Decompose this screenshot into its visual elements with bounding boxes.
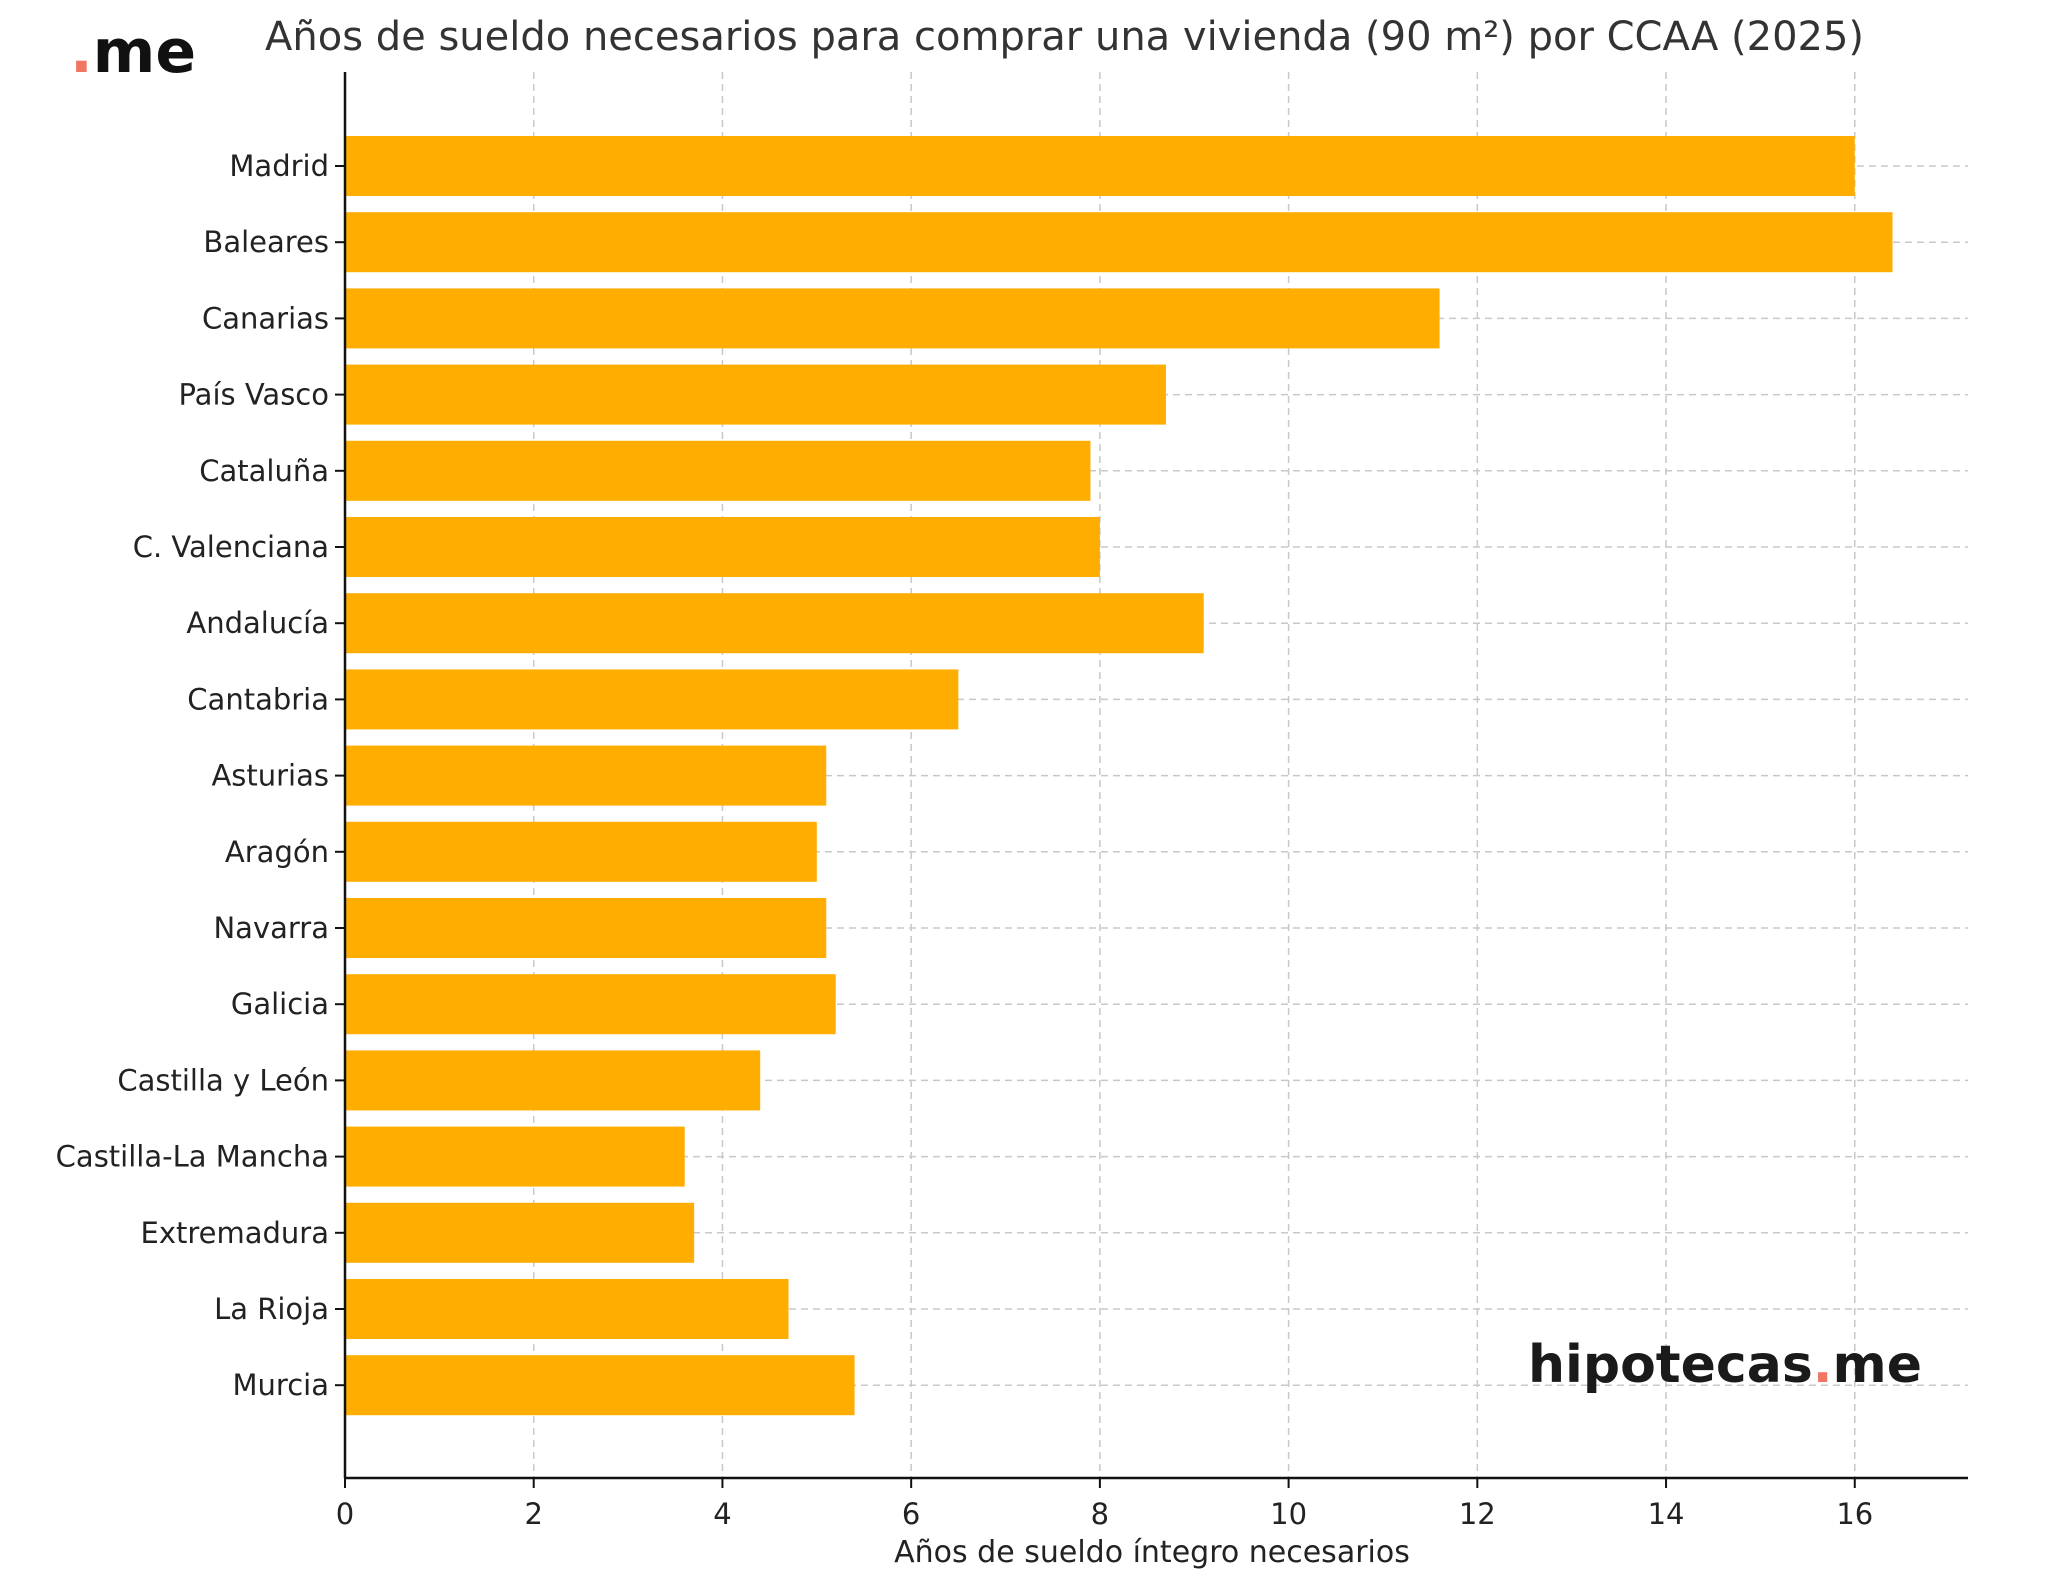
tick-labels: 0 2 4 6 8 10 12 14 16 Madrid Baleares Canarias País … (56, 149, 1874, 1531)
y-tick-label: Baleares (203, 225, 329, 259)
axes (335, 72, 1968, 1488)
watermark-tld: me (1833, 1335, 1922, 1395)
bar-c-valenciana (345, 517, 1100, 577)
brand-logo: .me (70, 22, 196, 82)
x-tick-label: 2 (524, 1497, 542, 1531)
y-tick-label: Andalucía (186, 606, 329, 640)
y-tick-label: Extremadura (141, 1216, 330, 1250)
bar-navarra (345, 898, 827, 958)
y-tick-label: Murcia (233, 1368, 329, 1402)
chart-title: Años de sueldo necesarios para comprar u… (265, 14, 1865, 60)
x-tick-label: 12 (1459, 1497, 1496, 1531)
bar-baleares (345, 212, 1893, 273)
y-tick-label: Asturias (211, 759, 329, 793)
x-axis-label: Años de sueldo íntegro necesarios (894, 1535, 1410, 1570)
x-tick-label: 4 (713, 1497, 731, 1531)
logo-text: me (92, 17, 197, 87)
y-tick-label: Madrid (229, 149, 329, 183)
watermark-dot: . (1813, 1335, 1833, 1395)
x-tick-label: 6 (902, 1497, 920, 1531)
y-tick-label: Castilla y León (117, 1063, 329, 1097)
y-tick-label: Galicia (231, 987, 329, 1021)
y-tick-label: Navarra (213, 911, 329, 945)
bar-extremadura (345, 1202, 695, 1263)
bars (345, 136, 1893, 1416)
bar-pa-s-vasco (345, 364, 1166, 425)
y-tick-label: País Vasco (179, 378, 330, 412)
x-tick-label: 0 (336, 1497, 354, 1531)
y-tick-label: Aragón (225, 835, 329, 869)
x-tick-label: 14 (1648, 1497, 1685, 1531)
logo-dot: . (70, 17, 93, 87)
bar-galicia (345, 974, 836, 1035)
bar-murcia (345, 1355, 855, 1416)
bar-canarias (345, 288, 1440, 349)
bar-catalu-a (345, 440, 1091, 501)
bar-castilla-la-mancha (345, 1126, 685, 1187)
watermark-logo: hipotecas.me (1528, 1335, 1922, 1395)
y-tick-label: La Rioja (214, 1292, 329, 1326)
bar-cantabria (345, 669, 959, 730)
x-tick-label: 16 (1836, 1497, 1873, 1531)
x-tick-label: 8 (1091, 1497, 1109, 1531)
bar-asturias (345, 745, 827, 806)
bar-la-rioja (345, 1279, 789, 1339)
x-tick-label: 10 (1270, 1497, 1307, 1531)
y-tick-label: Canarias (202, 301, 329, 335)
y-tick-label: C. Valenciana (133, 530, 329, 564)
bar-andaluc-a (345, 593, 1204, 654)
y-tick-label: Castilla-La Mancha (56, 1140, 329, 1174)
y-tick-label: Cantabria (187, 682, 329, 716)
y-tick-label: Cataluña (199, 454, 329, 488)
bar-madrid (345, 136, 1855, 196)
bar-castilla-y-le-n (345, 1050, 761, 1111)
watermark-brand: hipotecas (1528, 1335, 1813, 1395)
bar-arag-n (345, 821, 817, 882)
